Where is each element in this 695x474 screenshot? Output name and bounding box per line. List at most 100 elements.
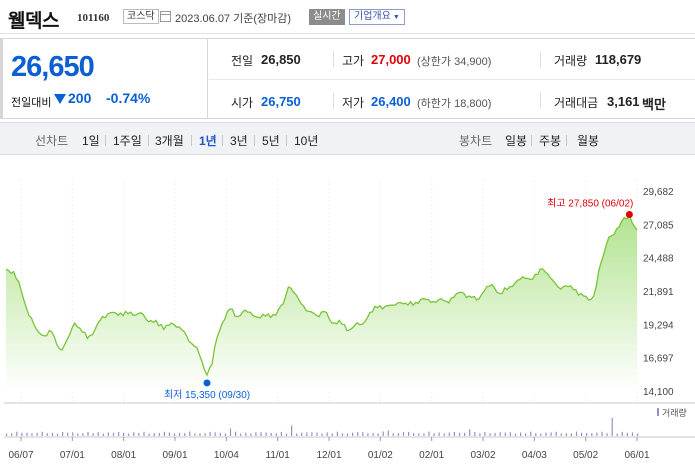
open-value: 26,750 [261,94,301,109]
volume-bar [631,432,634,436]
volume-bar [474,432,476,436]
divider [333,93,334,109]
volume-bar [77,433,79,436]
price-chart[interactable]: 29,682 27,085 24,488 21,891 19,294 16,697 14,1… [0,170,695,474]
volume-bar [51,432,53,436]
volume-bar [153,433,155,436]
volume-bar [346,433,349,436]
volume-bar [82,433,84,436]
price-panel: 26,650 전일대비 200 -0.74% [0,39,208,118]
candle-chart-label: 봉차트 [459,134,493,148]
volume-bar [402,432,405,436]
tab-divider [105,135,106,146]
volume-bar [418,433,420,436]
volume-bar [143,431,145,436]
change-percent: -0.74% [106,90,151,106]
open-label: 시가 [231,96,254,110]
tab-3y[interactable]: 3년 [230,134,248,148]
divider [540,51,541,67]
volume-bar [260,432,262,436]
volume-bar [458,432,461,436]
tab-daily-candle[interactable]: 일봉 [505,134,528,148]
volume-legend: 거래량 [662,407,687,418]
prev-close-value: 26,850 [261,52,301,67]
volume-bar [26,432,28,436]
volume-bar [301,432,303,436]
volume-bar [199,433,201,436]
volume-bar [285,433,288,436]
volume-bar [494,433,496,436]
tab-1y[interactable]: 1년 [199,134,217,148]
tab-divider [148,135,149,146]
volume-bar [565,433,567,436]
volume-bar [601,431,603,436]
tab-1d[interactable]: 1일 [82,134,100,148]
volume-bar [352,432,354,436]
volume-bar [530,431,532,436]
company-info-button[interactable]: 기업개요 ▼ [349,9,405,25]
volume-bar [16,431,18,436]
tab-1w[interactable]: 1주일 [113,134,142,148]
quote-panel: 26,650 전일대비 200 -0.74% 전일 26,850 고가 27,0… [0,38,695,119]
volume-bar [570,433,572,436]
volume-bar [377,433,379,436]
volume-bar [479,433,481,436]
volume-bar [443,433,445,436]
market-badge: 코스닥 [123,9,159,24]
high-value: 27,000 [371,52,411,67]
tab-10y[interactable]: 10년 [294,134,319,148]
volume-bar [265,432,267,436]
volume-bar [270,433,272,436]
volume-bar [596,432,598,436]
volume-bar [92,433,94,436]
volume-bar [392,433,394,436]
calendar-icon [160,11,171,22]
volume-bar [453,432,455,436]
volume-bar [21,432,23,436]
y-tick-label: 21,891 [643,287,674,298]
volume-bar [540,433,542,436]
volume-bar [621,431,623,436]
volume-bar [423,433,425,436]
volume-bar [591,433,593,436]
current-price: 26,650 [11,51,95,83]
tab-weekly-candle[interactable]: 주봉 [539,134,562,148]
volume-bar [438,432,440,436]
x-tick-label: 02/01 [419,450,444,461]
x-tick-label: 10/04 [214,450,239,461]
x-tick-label: 03/02 [470,450,495,461]
reference-date: 2023.06.07 기준(장마감) [175,13,292,25]
volume-bars [6,418,639,436]
change-label: 전일대비 [11,97,52,109]
volume-bar [616,433,618,436]
volume-bar [637,433,639,436]
tab-monthly-candle[interactable]: 월봉 [577,134,600,148]
stock-name: 웰덱스 [8,11,59,32]
volume-bar [525,433,527,436]
volume-bar [112,432,115,436]
volume-bar [209,431,211,436]
volume-bar [535,433,537,436]
volume-bar [469,429,471,436]
volume-bar [133,432,135,436]
chevron-down-icon: ▼ [392,14,400,21]
tab-divider [254,135,255,146]
divider [333,51,334,67]
tab-5y[interactable]: 5년 [262,134,280,148]
volume-value: 118,679 [595,52,642,67]
volume-bar [107,432,109,436]
x-tick-label: 11/01 [266,450,291,461]
volume-bar [321,433,323,436]
volume-bar [387,430,389,436]
volume-bar [555,431,557,436]
realtime-button[interactable]: 실시간 [309,9,345,25]
volume-legend-icon [657,408,659,416]
volume-bar [31,433,33,436]
volume-bar [138,433,140,436]
volume-bar [102,433,104,436]
low-annotation: 최저 15,350 (09/30) [164,389,250,401]
volume-bar [428,431,430,436]
tab-3m[interactable]: 3개월 [155,134,184,148]
volume-bar [316,432,318,436]
volume-bar [123,432,125,436]
